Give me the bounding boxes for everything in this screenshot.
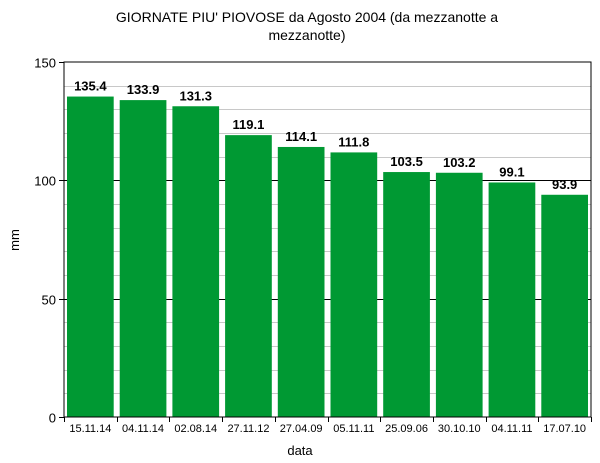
x-tick-label-15.11.14: 15.11.14: [69, 423, 111, 435]
x-tick-label-27.04.09: 27.04.09: [280, 423, 323, 435]
bar-15.11.14: [67, 96, 114, 417]
bar-04.11.11: [488, 182, 536, 417]
y-axis-title: mm: [7, 229, 22, 251]
bar-30.10.10: [435, 172, 483, 417]
y-tick-label-100: 100: [34, 174, 56, 189]
x-tick-label-27.11.12: 27.11.12: [227, 423, 269, 435]
data-label-27.04.09: 114.1: [285, 129, 317, 144]
x-tick-label-04.11.14: 04.11.14: [122, 423, 164, 435]
x-tick-label-02.08.14: 02.08.14: [174, 423, 217, 435]
x-tick-label-04.11.11: 04.11.11: [491, 423, 532, 435]
x-axis-ticks: 15.11.14 04.11.14 02.08.14 27.11.12 27.04.09…: [64, 417, 592, 435]
data-label-15.11.14: 135.4: [74, 79, 107, 94]
data-label-17.07.10: 93.9: [552, 177, 577, 192]
chart-title-line-1: GIORNATE PIU' PIOVOSE da Agosto 2004 (da…: [116, 9, 498, 25]
y-tick-label-150: 150: [34, 56, 56, 71]
chart-title-line-2: mezzanotte): [268, 27, 345, 43]
y-tick-label-50: 50: [42, 293, 56, 308]
bar-27.04.09: [277, 146, 325, 418]
data-label-05.11.11: 111.8: [338, 134, 369, 149]
y-tick-label-0: 0: [49, 411, 56, 426]
data-label-04.11.14: 133.9: [127, 82, 160, 97]
bar-27.11.12: [225, 135, 272, 417]
x-tick-label-17.07.10: 17.07.10: [543, 423, 586, 435]
y-axis-ticks: 0 50 100 150: [34, 56, 64, 426]
bar-25.09.06: [383, 172, 430, 417]
bar-02.08.14: [172, 106, 220, 418]
bars: [67, 96, 588, 418]
bar-05.11.11: [330, 152, 378, 417]
x-axis-title: data: [287, 443, 313, 458]
bar-04.11.14: [119, 100, 167, 417]
data-label-27.11.12: 119.1: [233, 117, 265, 132]
data-label-02.08.14: 131.3: [179, 88, 212, 103]
x-tick-label-25.09.06: 25.09.06: [385, 423, 428, 435]
data-label-25.09.06: 103.5: [390, 154, 423, 169]
x-tick-label-30.10.10: 30.10.10: [438, 423, 481, 435]
data-label-30.10.10: 103.2: [443, 155, 476, 170]
plot-frame: [63, 61, 592, 418]
bar-17.07.10: [541, 194, 588, 417]
data-label-04.11.11: 99.1: [499, 164, 524, 179]
data-labels: 135.4 133.9 131.3 119.1 114.1 111.8 103.5 103.2…: [74, 79, 577, 192]
x-tick-label-05.11.11: 05.11.11: [333, 423, 374, 435]
